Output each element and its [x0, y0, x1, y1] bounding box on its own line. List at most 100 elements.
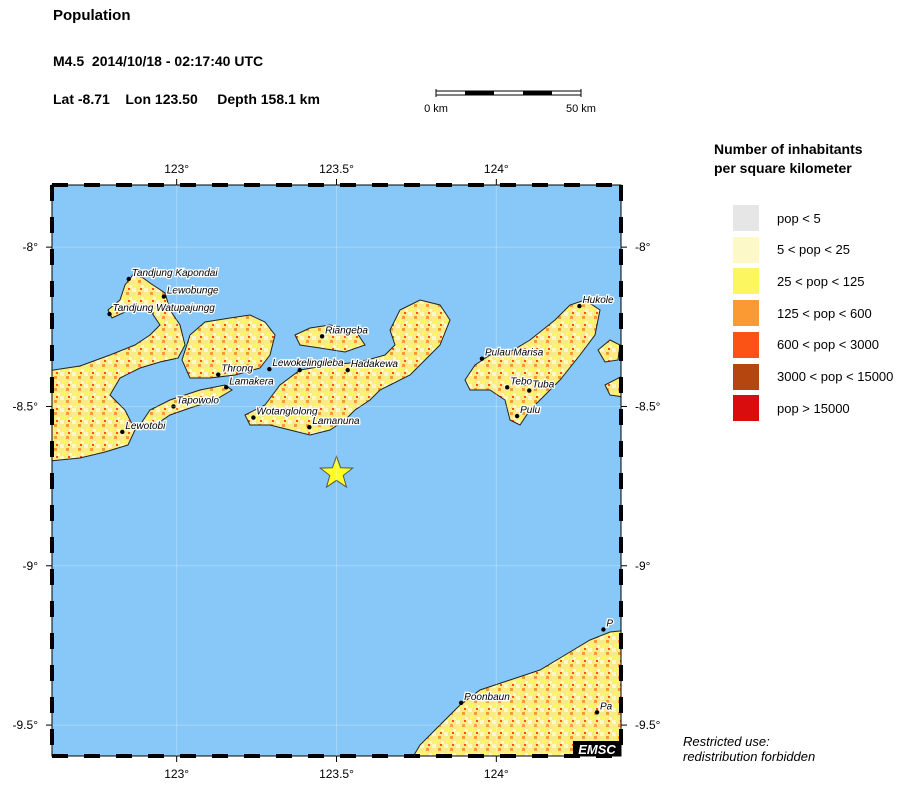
island-lembata: [244, 299, 451, 436]
depth: Depth 158.1 km: [217, 91, 320, 107]
lat-tick-label-left: -9°: [23, 559, 39, 573]
place-marker: [251, 415, 256, 420]
legend-item: pop < 5: [733, 205, 821, 231]
scale-bar: 0 km 50 km: [424, 89, 596, 115]
place-marker: [216, 372, 221, 377]
place-label: Hadakewa: [351, 359, 399, 370]
place-label: Lewotobi: [125, 421, 166, 432]
event-summary: M4.5 2014/10/18 - 02:17:40 UTC: [53, 53, 264, 69]
legend-title-line1: Number of inhabitants: [714, 141, 863, 157]
legend-title-line2: per square kilometer: [714, 160, 852, 176]
place-label: Tapowolo: [176, 395, 219, 406]
island-alor: [604, 376, 621, 398]
legend-label: 25 < pop < 125: [777, 273, 865, 289]
event-location: Lat -8.71 Lon 123.50 Depth 158.1 km: [53, 91, 320, 107]
island-timor: [412, 630, 621, 756]
legend-item: 3000 < pop < 15000: [733, 363, 894, 390]
legend-label: pop > 15000: [777, 400, 850, 416]
island-solor: [139, 384, 233, 426]
place-label: P: [606, 619, 613, 630]
legend-item: 25 < pop < 125: [733, 268, 865, 295]
place-label: Lewobunge: [167, 286, 219, 297]
place-marker: [577, 303, 582, 309]
lat-tick-label-left: -9.5°: [13, 718, 39, 732]
lat-tick-label-left: -8.5°: [13, 399, 39, 413]
place-label: Hukole: [582, 295, 614, 306]
legend-label: 125 < pop < 600: [777, 305, 872, 321]
place-marker: [479, 356, 485, 361]
lon-tick-label-bottom: 123.5°: [319, 767, 354, 781]
place-label: Poonbaun: [464, 692, 510, 703]
place-label: Wotanglolong: [256, 407, 318, 418]
legend-swatch: [733, 331, 759, 358]
legend-item: 600 < pop < 3000: [733, 331, 879, 358]
place-marker: [458, 700, 464, 705]
lat-tick-label-right: -8°: [635, 240, 651, 254]
place-marker: [514, 413, 520, 419]
place-marker: [527, 388, 532, 393]
scale-end-label: 50 km: [566, 103, 596, 115]
place-marker: [107, 311, 112, 317]
legend-item: pop > 15000: [733, 395, 850, 422]
latitude: Lat -8.71: [53, 91, 110, 107]
legend-label: 600 < pop < 3000: [777, 337, 879, 353]
legend-swatch: [733, 205, 759, 231]
place-marker: [161, 294, 167, 299]
island-riangeba: [294, 324, 366, 353]
place-marker: [345, 367, 350, 373]
map-area[interactable]: Tandjung Kapondai Lewobunge Tandjung Watup…: [40, 185, 630, 770]
place-label: Pulau Marisa: [485, 348, 544, 359]
place-label: Lamakera: [229, 376, 274, 387]
place-marker: [171, 404, 176, 409]
place-marker: [505, 385, 510, 390]
lat-tick-label-right: -9°: [635, 559, 651, 573]
longitude: Lon 123.50: [125, 91, 198, 107]
place-labels: Tandjung Kapondai Lewobunge Tandjung Watup…: [107, 267, 615, 715]
place-label: Riangeba: [325, 325, 368, 336]
usage-note: Restricted use: redistribution forbidden: [683, 734, 815, 764]
lon-tick-label-top: 124°: [484, 162, 509, 176]
island-adonara: [181, 314, 276, 379]
place-marker: [267, 366, 272, 372]
place-marker: [601, 627, 606, 632]
map-title: Population: [53, 7, 131, 24]
legend-swatch: [733, 236, 759, 263]
lon-tick-label-top: 123°: [164, 162, 189, 176]
place-label: Lewokelingileba: [272, 358, 344, 369]
legend-item: 125 < pop < 600: [733, 300, 872, 327]
legend-swatch: [733, 300, 759, 327]
lat-tick-label-right: -9.5°: [635, 718, 661, 732]
island-flores: [52, 271, 186, 462]
place-label: Pulu: [520, 405, 540, 416]
legend-label: 5 < pop < 25: [777, 242, 851, 258]
emsc-logo-text: EMSC: [578, 742, 616, 757]
axis-ticks: 123° 123° 123.5° 123.5° 124° 124° -8° -8° -8.5° -…: [13, 162, 661, 781]
lat-tick-label-right: -8.5°: [635, 399, 661, 413]
emsc-logo: [573, 741, 621, 756]
scale-start-label: 0 km: [424, 103, 448, 115]
legend-item: 5 < pop < 25: [733, 236, 851, 263]
legend-title: Number of inhabitants per square kilomete…: [714, 140, 863, 178]
place-marker: [594, 710, 600, 715]
place-label: Tuba: [532, 380, 554, 391]
lat-tick-label-left: -8°: [23, 240, 39, 254]
place-label: Tebo: [510, 376, 532, 387]
legend-swatch: [733, 363, 759, 390]
place-marker: [297, 367, 302, 373]
land: [52, 271, 621, 756]
lon-tick-label-bottom: 124°: [484, 767, 509, 781]
place-marker: [120, 429, 125, 435]
place-label: Tandjung Watupajungg: [113, 303, 216, 314]
usage-note-line1: Restricted use:: [683, 734, 770, 749]
place-marker: [307, 424, 312, 430]
place-label: Tandjung Kapondai: [132, 268, 219, 279]
usage-note-line2: redistribution forbidden: [683, 749, 816, 764]
legend-label: 3000 < pop < 15000: [777, 369, 894, 384]
epicenter-star-icon[interactable]: [318, 454, 355, 489]
legend-swatch: [733, 268, 759, 295]
island-pantar: [464, 299, 601, 426]
place-marker: [319, 334, 325, 339]
legend-swatch: [733, 395, 759, 422]
lon-tick-label-top: 123.5°: [319, 162, 354, 176]
